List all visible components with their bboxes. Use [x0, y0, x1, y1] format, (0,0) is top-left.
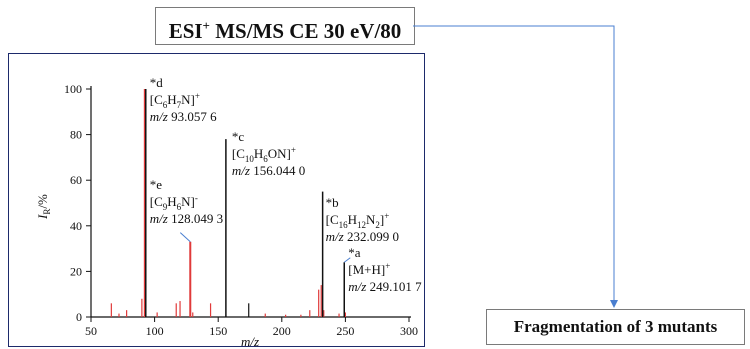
x-tick-label: 300: [400, 324, 418, 338]
peak-formula: [C6H7N]+: [150, 91, 200, 110]
x-tick-label: 100: [146, 324, 164, 338]
peak-mz-label: m/z 249.101 7: [348, 279, 422, 294]
peak-mz-label: m/z 156.044 0: [232, 163, 305, 178]
peak-tag: *d: [150, 75, 164, 90]
label-connector-e: [179, 232, 191, 243]
chart-frame: 0 20 40 60 80 100 50 100 150 200 250 300 m/z IR/% *d [C…: [8, 53, 425, 347]
x-axis-label: m/z: [241, 334, 259, 346]
title-plus: +: [202, 18, 210, 33]
label-connector-a: [343, 257, 351, 263]
y-tick-label: 40: [70, 219, 82, 233]
y-tick-label: 80: [70, 128, 82, 142]
fragmentation-label: Fragmentation of 3 mutants: [513, 317, 718, 336]
peak-formula: [M+H]+: [348, 261, 390, 277]
x-tick-label: 150: [209, 324, 227, 338]
peak-formula: [C10H6ON]+: [232, 145, 296, 164]
peak-tag: *b: [326, 195, 339, 210]
peak-mz-label: m/z 93.057 6: [150, 109, 217, 124]
y-tick-label: 60: [70, 173, 82, 187]
peak-formula: [C9H6N]-: [150, 193, 198, 212]
x-tick-label: 200: [273, 324, 291, 338]
peak-tag: *c: [232, 129, 245, 144]
y-tick-label: 0: [76, 310, 82, 324]
y-axis-label: IR/%: [35, 194, 52, 220]
y-tick-label: 20: [70, 264, 82, 278]
peak-tag: *e: [150, 177, 163, 192]
connector-arrowhead: [610, 300, 618, 308]
title-esi: ESI: [168, 19, 203, 43]
peak-tag: *a: [348, 245, 361, 260]
peak-mz-label: m/z 232.099 0: [326, 229, 399, 244]
fragmentation-box: Fragmentation of 3 mutants: [486, 309, 745, 345]
y-tick-label: 100: [64, 82, 82, 96]
x-tick-label: 50: [85, 324, 97, 338]
connector-line: [413, 25, 615, 306]
peak-mz-label: m/z 128.049 3: [150, 211, 223, 226]
x-tick-label: 250: [336, 324, 354, 338]
peak-formula: [C16H12N2]+: [326, 211, 390, 230]
